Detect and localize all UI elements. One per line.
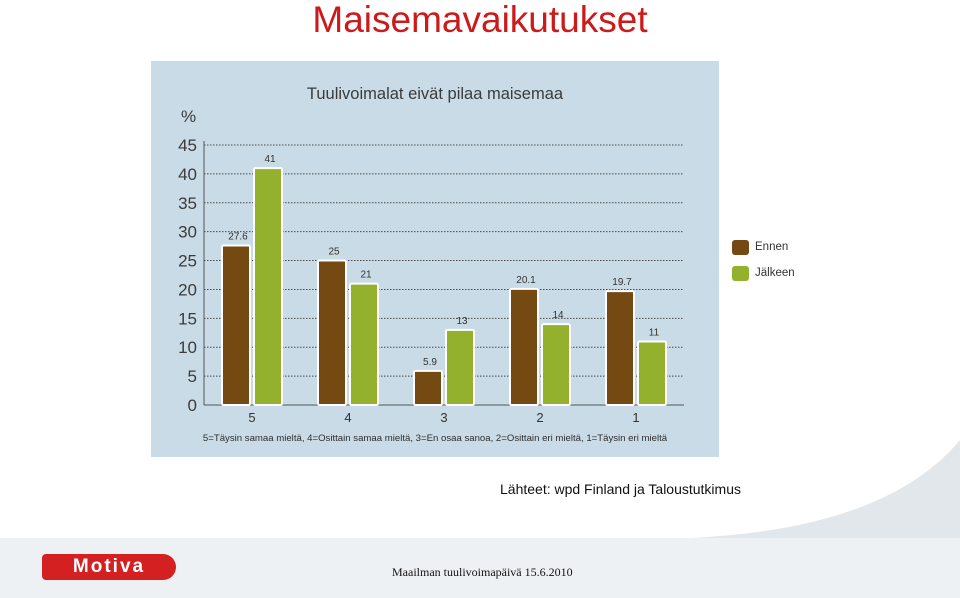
y-tick-label: 25 [178,252,197,271]
y-tick-label: 20 [178,280,197,299]
x-tick-label: 5 [248,410,255,425]
slide-title: Maisemavaikutukset [312,0,648,40]
footer-text: Maailman tuulivoimapäivä 15.6.2010 [392,565,573,579]
y-tick-label: 15 [178,309,197,328]
legend-item-jalkeen: Jälkeen [732,260,795,286]
bar-ennen-3 [413,369,443,406]
motiva-logo: Motiva [42,554,176,580]
y-tick-label: 10 [178,338,197,357]
y-tick-label: 5 [188,367,197,386]
bar-jälkeen-5 [253,167,283,406]
bar-jälkeen-4 [349,282,379,407]
data-label: 13 [456,316,468,327]
chart-footnote: 5=Täysin samaa mieltä, 4=Osittain samaa … [202,433,668,444]
bar-chart: 05101520253035404527.6415252145.913320.1… [178,136,684,425]
legend-swatch-ennen [732,239,749,255]
chart-panel: Tuulivoimalat eivät pilaa maisemaa % 0 5 1… [151,61,719,457]
data-label: 27.6 [228,232,248,243]
y-tick-label: 30 [178,223,197,242]
data-label: 11 [649,327,660,338]
bar-jälkeen-1 [637,340,667,407]
y-axis-unit-label: % [181,107,197,126]
data-label: 19.7 [612,277,632,288]
x-tick-label: 2 [536,410,543,425]
bar-ennen-2 [509,287,539,406]
source-text: Lähteet: wpd Finland ja Taloustutkimus [500,481,741,497]
y-tick-label: 40 [178,165,197,184]
chart-title: Tuulivoimalat eivät pilaa maisemaa [306,85,564,103]
data-label: 25 [328,247,340,258]
legend-label-jalkeen: Jälkeen [755,267,795,279]
y-tick-label: 45 [178,136,197,155]
legend-swatch-jalkeen [732,265,749,281]
data-label: 14 [552,310,564,321]
bar-ennen-5 [221,244,251,406]
bar-jälkeen-3 [445,328,475,406]
decorative-swoosh [0,440,960,550]
x-tick-label: 4 [344,410,351,425]
bar-ennen-1 [605,290,635,406]
x-tick-label: 1 [632,410,639,425]
bar-jälkeen-2 [541,323,571,406]
y-tick-label: 35 [178,194,197,213]
legend-item-ennen: Ennen [732,234,795,260]
chart-legend: Ennen Jälkeen [732,234,795,286]
data-label: 21 [360,270,372,281]
x-tick-label: 3 [440,410,447,425]
data-label: 5.9 [423,357,437,368]
data-label: 41 [264,154,276,165]
bar-ennen-4 [317,259,347,406]
y-tick-label: 0 [188,396,197,415]
legend-label-ennen: Ennen [755,241,789,253]
data-label: 20.1 [516,275,536,286]
